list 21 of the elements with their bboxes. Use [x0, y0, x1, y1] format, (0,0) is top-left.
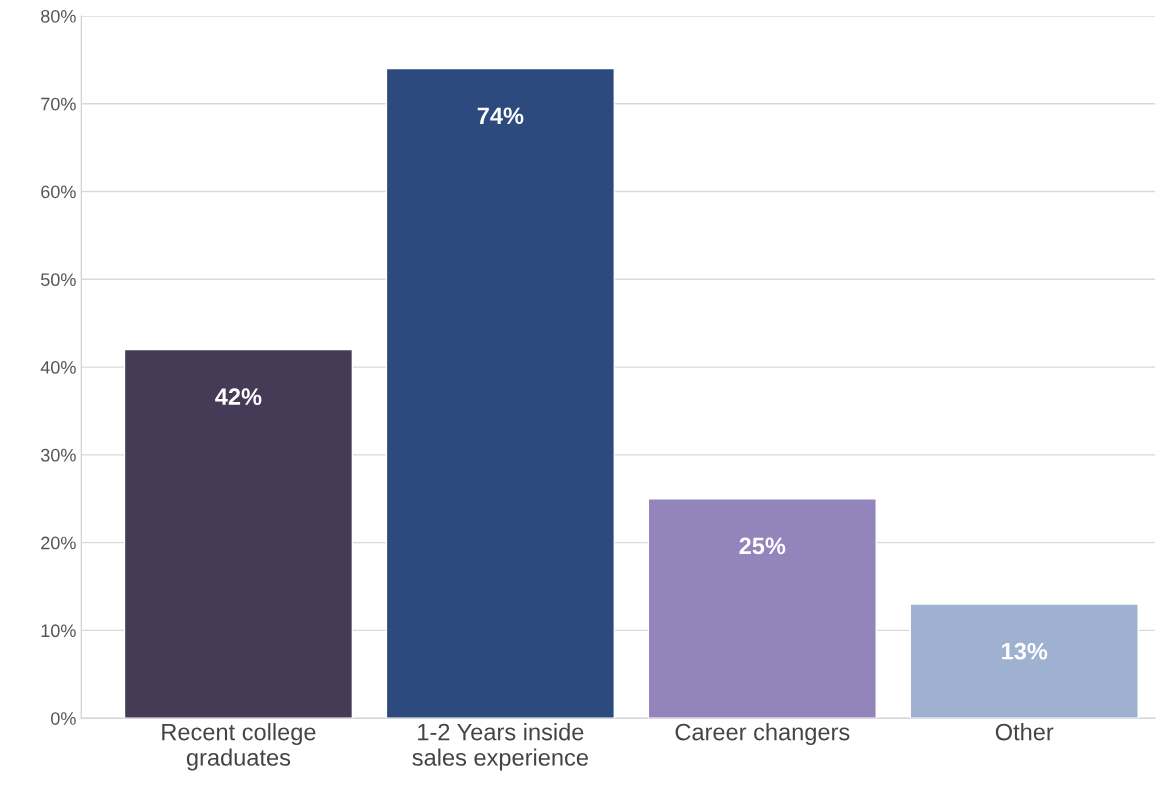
y-tick-label: 80% — [41, 9, 76, 23]
bar — [123, 348, 354, 719]
y-tick-label: 60% — [41, 185, 76, 199]
bar — [385, 67, 615, 719]
bar — [909, 603, 1139, 719]
data-label: 13% — [1002, 642, 1048, 660]
x-tick-label: 1-2 Years inside sales experience — [412, 723, 588, 771]
y-tick-label: 0% — [51, 712, 76, 725]
x-tick-label: Other — [995, 723, 1054, 741]
y-tick-label: 20% — [41, 536, 76, 550]
x-tick-label: Recent college graduates — [162, 723, 316, 771]
y-tick-label: 10% — [41, 624, 76, 638]
y-tick-label: 30% — [40, 448, 76, 462]
data-label: 42% — [215, 388, 262, 405]
data-label: 25% — [739, 537, 786, 555]
data-label: 74% — [477, 107, 524, 125]
x-tick-label: Career changers — [675, 723, 850, 746]
y-tick-label: 40% — [40, 361, 76, 374]
y-tick-label: 70% — [41, 97, 76, 111]
y-tick-label: 50% — [40, 273, 76, 287]
bar — [647, 498, 877, 719]
